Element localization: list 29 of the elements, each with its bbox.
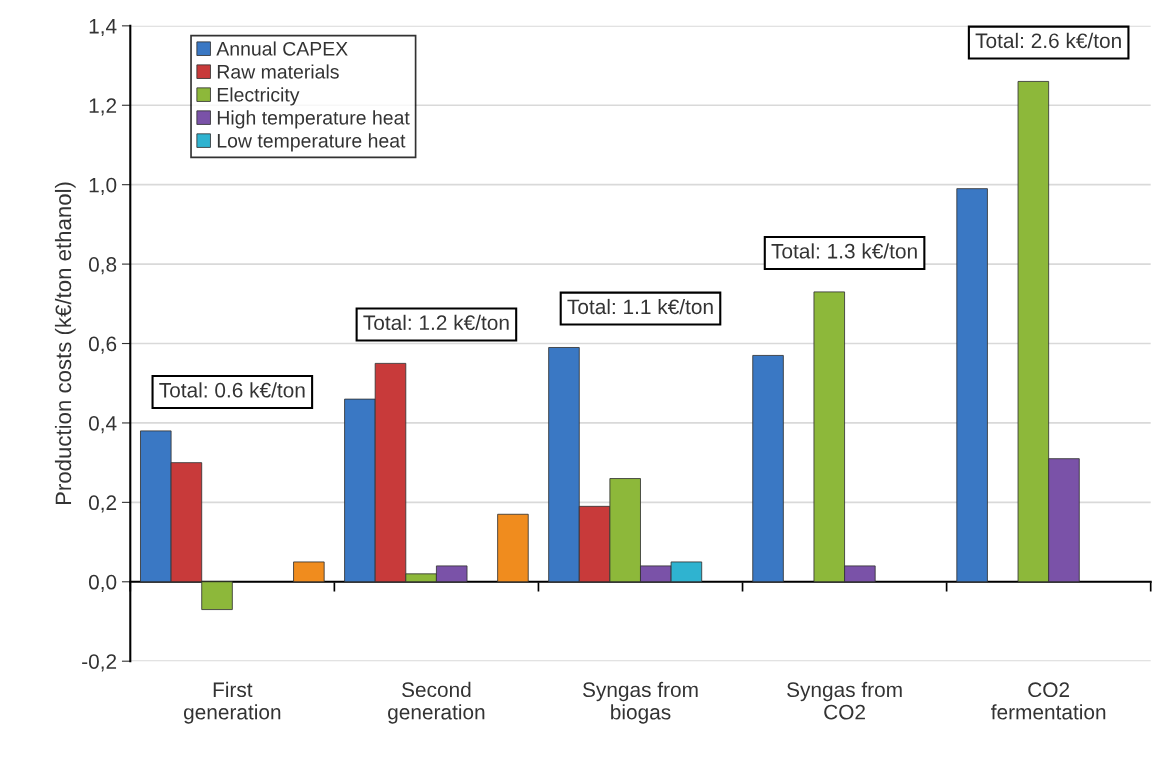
legend-label: Raw materials <box>217 64 339 79</box>
y-tick-label: 1,4 <box>89 19 117 37</box>
bar <box>293 561 325 583</box>
annotation: Total: 1.3 k€/ton <box>771 243 917 259</box>
legend-label: High temperature heat <box>217 110 410 129</box>
x-tick-label: First generation <box>183 681 281 724</box>
y-tick-label: 0,4 <box>88 415 117 434</box>
annotation: Total: 1.2 k€/ton <box>363 314 509 331</box>
bar <box>497 513 529 583</box>
y-tick-label: -0,2 <box>82 654 117 672</box>
x-tick-label: Syngas from biogas <box>582 681 698 724</box>
legend-label: Low temperature heat <box>217 133 406 152</box>
y-tick-label: 0,6 <box>88 336 117 354</box>
y-tick-label: 0,0 <box>88 574 117 592</box>
y-tick-label: 0,8 <box>88 257 117 275</box>
annotation: Total: 1.1 k€/ton <box>567 298 713 315</box>
annotation: Total: 0.6 k€/ton <box>159 382 305 398</box>
y-tick-label: 0,2 <box>88 495 117 513</box>
y-axis-title: Production costs (k€/ton ethanol) <box>54 182 76 505</box>
y-tick-label: 1,2 <box>89 98 117 116</box>
legend-label: Electricity <box>217 87 300 106</box>
x-tick-label: Syngas from CO2 <box>787 681 902 720</box>
bar <box>752 355 784 583</box>
legend-label: Annual CAPEX <box>216 41 348 56</box>
bar <box>956 188 988 583</box>
x-tick-label: Second generation <box>388 681 485 724</box>
y-tick-label: 1,0 <box>89 177 117 195</box>
x-tick-label: CO2 fermentation <box>991 682 1106 720</box>
annotation: Total: 2.6 k€/ton <box>975 32 1121 49</box>
